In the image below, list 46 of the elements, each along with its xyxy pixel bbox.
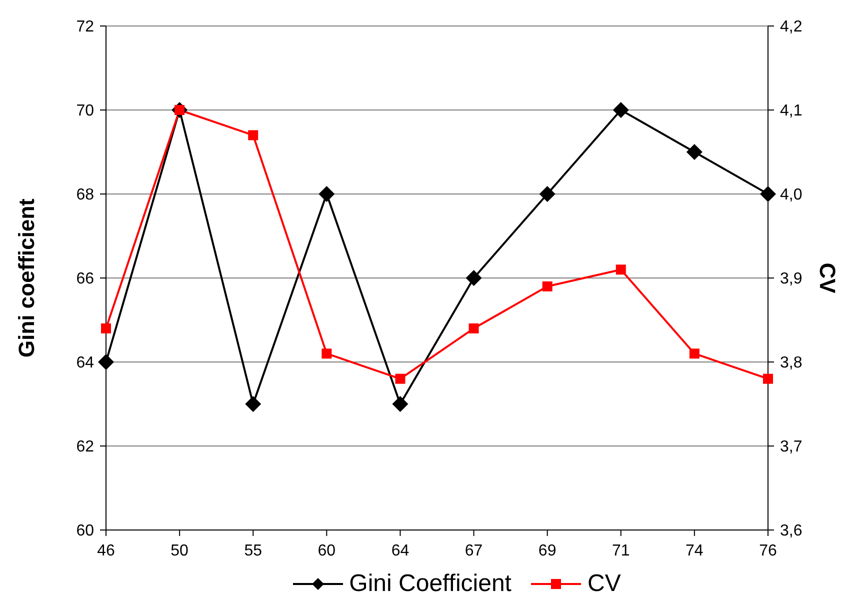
legend-label: Gini Coefficient (349, 570, 512, 598)
point (392, 396, 408, 412)
x-tick-label: 64 (391, 542, 410, 560)
point (101, 323, 111, 334)
x-tick-label: 67 (464, 542, 483, 560)
y2-tick-label: 3,6 (780, 522, 802, 540)
point (539, 186, 556, 202)
point (763, 374, 773, 384)
x-tick-label: 74 (686, 542, 704, 560)
y2-axis-title: CV (815, 262, 840, 294)
y-tick-label: 70 (76, 102, 94, 120)
x-tick-label: 76 (759, 542, 777, 560)
point (318, 186, 335, 202)
y-tick-label: 64 (76, 354, 94, 372)
point (616, 264, 626, 275)
point (98, 354, 114, 370)
y2-tick-label: 4,0 (780, 186, 802, 204)
x-tick-label: 71 (612, 542, 630, 560)
y2-tick-label: 4,2 (780, 18, 802, 36)
point (689, 348, 700, 359)
point (395, 374, 406, 384)
y2-tick-label: 4,1 (780, 102, 802, 120)
point (466, 270, 482, 286)
y2-tick-label: 3,8 (780, 354, 802, 372)
x-tick-label: 69 (538, 542, 556, 560)
y-tick-label: 60 (76, 522, 94, 540)
point (245, 396, 262, 412)
y-axis-title: Gini coefficient (14, 198, 39, 358)
point (686, 144, 702, 160)
x-tick-label: 55 (244, 542, 262, 560)
y2-tick-label: 3,7 (780, 438, 802, 456)
y-tick-label: 62 (76, 438, 94, 456)
point (760, 186, 776, 202)
point (612, 102, 629, 118)
y-tick-label: 68 (76, 186, 94, 204)
point (468, 323, 479, 334)
legend-label: CV (587, 570, 621, 598)
y2-tick-label: 3,9 (780, 270, 802, 288)
point (248, 130, 258, 140)
x-tick-label: 46 (97, 542, 115, 560)
point (542, 281, 552, 292)
x-tick-label: 50 (170, 542, 189, 560)
point (322, 348, 332, 359)
y-tick-label: 66 (76, 270, 94, 288)
y-tick-label: 72 (76, 18, 94, 36)
x-tick-label: 60 (318, 542, 336, 560)
